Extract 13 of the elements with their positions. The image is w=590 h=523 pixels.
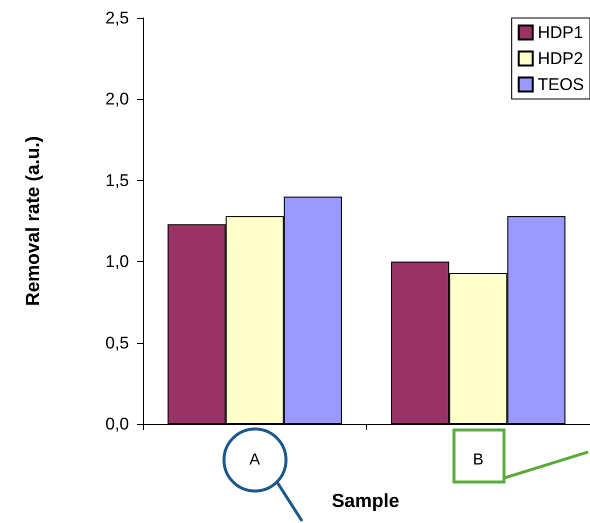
y-tick-label: 0,5 — [105, 333, 129, 352]
y-axis-title: Removal rate (a.u.) — [23, 136, 44, 306]
legend-label: TEOS — [538, 75, 584, 94]
y-tick-label: 1,0 — [105, 252, 129, 272]
x-tick-label: A — [249, 452, 260, 468]
x-tick-label: B — [472, 452, 484, 468]
legend-label: HDP1 — [538, 23, 584, 42]
y-tick-label: 0,0 — [105, 414, 129, 434]
legend-label: HDP2 — [538, 49, 584, 68]
x-axis-title: Sample — [332, 491, 400, 512]
y-tick-label: 1,5 — [105, 170, 129, 190]
y-tick-label: 2,5 — [105, 8, 129, 28]
y-tick-label: 2,0 — [105, 90, 129, 109]
